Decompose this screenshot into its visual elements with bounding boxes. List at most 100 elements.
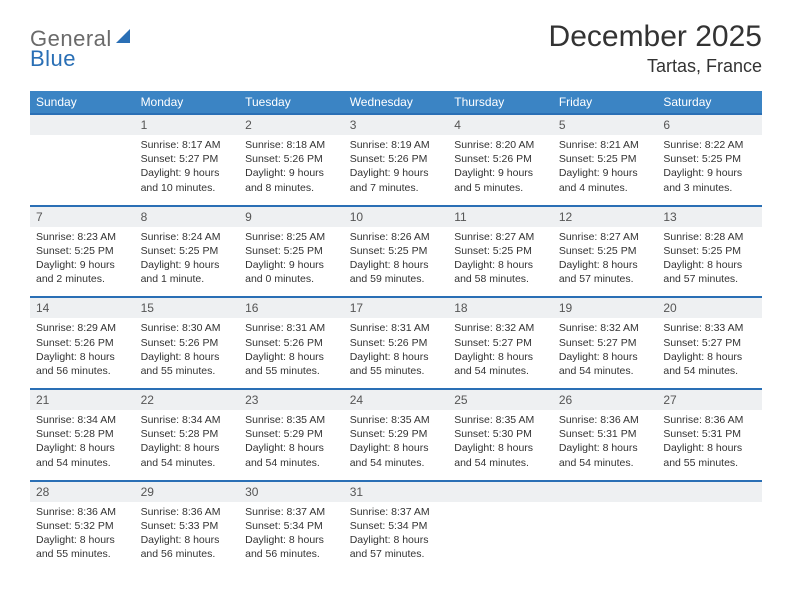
sunrise-line: Sunrise: 8:24 AM xyxy=(141,230,234,244)
day-number: 4 xyxy=(448,114,553,135)
daylight-line: Daylight: 8 hours xyxy=(141,350,234,364)
day-content: Sunrise: 8:18 AMSunset: 5:26 PMDaylight:… xyxy=(239,135,344,205)
day-content: Sunrise: 8:31 AMSunset: 5:26 PMDaylight:… xyxy=(344,318,449,388)
calendar-cell: 22Sunrise: 8:34 AMSunset: 5:28 PMDayligh… xyxy=(135,389,240,481)
sunset-line: Sunset: 5:27 PM xyxy=(663,336,756,350)
sunrise-line: Sunrise: 8:18 AM xyxy=(245,138,338,152)
day-number: 27 xyxy=(657,389,762,410)
day-number: 8 xyxy=(135,206,240,227)
sunset-line: Sunset: 5:25 PM xyxy=(559,152,652,166)
sunrise-line: Sunrise: 8:35 AM xyxy=(350,413,443,427)
day-content: Sunrise: 8:37 AMSunset: 5:34 PMDaylight:… xyxy=(344,502,449,572)
logo-line2: Blue xyxy=(30,46,76,72)
daylight-line: Daylight: 9 hours xyxy=(663,166,756,180)
sunset-line: Sunset: 5:26 PM xyxy=(245,152,338,166)
logo-sail-icon xyxy=(114,27,134,52)
sunrise-line: Sunrise: 8:32 AM xyxy=(454,321,547,335)
calendar-cell: 6Sunrise: 8:22 AMSunset: 5:25 PMDaylight… xyxy=(657,114,762,206)
daylight-line: and 54 minutes. xyxy=(559,456,652,470)
day-number: 5 xyxy=(553,114,658,135)
sunset-line: Sunset: 5:25 PM xyxy=(245,244,338,258)
daylight-line: and 55 minutes. xyxy=(350,364,443,378)
daylight-line: and 0 minutes. xyxy=(245,272,338,286)
daylight-line: and 55 minutes. xyxy=(36,547,129,561)
sunset-line: Sunset: 5:30 PM xyxy=(454,427,547,441)
daylight-line: Daylight: 9 hours xyxy=(36,258,129,272)
day-content: Sunrise: 8:22 AMSunset: 5:25 PMDaylight:… xyxy=(657,135,762,205)
daylight-line: and 54 minutes. xyxy=(454,364,547,378)
day-number: 1 xyxy=(135,114,240,135)
day-number: 26 xyxy=(553,389,658,410)
daylight-line: Daylight: 8 hours xyxy=(454,350,547,364)
calendar-cell: 19Sunrise: 8:32 AMSunset: 5:27 PMDayligh… xyxy=(553,297,658,389)
daylight-line: and 57 minutes. xyxy=(350,547,443,561)
daylight-line: Daylight: 8 hours xyxy=(141,533,234,547)
day-number: 21 xyxy=(30,389,135,410)
sunset-line: Sunset: 5:29 PM xyxy=(245,427,338,441)
title-block: December 2025 Tartas, France xyxy=(549,20,762,77)
daylight-line: Daylight: 8 hours xyxy=(663,258,756,272)
daylight-line: Daylight: 9 hours xyxy=(559,166,652,180)
daylight-line: and 58 minutes. xyxy=(454,272,547,286)
header: General December 2025 Tartas, France xyxy=(30,20,762,77)
daylight-line: and 54 minutes. xyxy=(559,364,652,378)
logo-text-blue: Blue xyxy=(30,46,76,71)
day-number: 7 xyxy=(30,206,135,227)
daylight-line: and 5 minutes. xyxy=(454,181,547,195)
sunrise-line: Sunrise: 8:31 AM xyxy=(350,321,443,335)
daylight-line: Daylight: 9 hours xyxy=(245,258,338,272)
day-number: 16 xyxy=(239,297,344,318)
calendar-cell: 30Sunrise: 8:37 AMSunset: 5:34 PMDayligh… xyxy=(239,480,344,571)
month-title: December 2025 xyxy=(549,20,762,54)
sunrise-line: Sunrise: 8:30 AM xyxy=(141,321,234,335)
calendar-cell: 28Sunrise: 8:36 AMSunset: 5:32 PMDayligh… xyxy=(30,480,135,571)
calendar-cell: 21Sunrise: 8:34 AMSunset: 5:28 PMDayligh… xyxy=(30,389,135,481)
sunset-line: Sunset: 5:34 PM xyxy=(245,519,338,533)
calendar-row: 14Sunrise: 8:29 AMSunset: 5:26 PMDayligh… xyxy=(30,297,762,389)
day-content: Sunrise: 8:27 AMSunset: 5:25 PMDaylight:… xyxy=(448,227,553,297)
calendar-row: 21Sunrise: 8:34 AMSunset: 5:28 PMDayligh… xyxy=(30,389,762,481)
sunset-line: Sunset: 5:26 PM xyxy=(454,152,547,166)
daylight-line: and 56 minutes. xyxy=(141,547,234,561)
sunrise-line: Sunrise: 8:36 AM xyxy=(559,413,652,427)
sunrise-line: Sunrise: 8:37 AM xyxy=(245,505,338,519)
calendar-cell: 18Sunrise: 8:32 AMSunset: 5:27 PMDayligh… xyxy=(448,297,553,389)
sunrise-line: Sunrise: 8:21 AM xyxy=(559,138,652,152)
day-content: Sunrise: 8:36 AMSunset: 5:33 PMDaylight:… xyxy=(135,502,240,572)
sunset-line: Sunset: 5:25 PM xyxy=(663,152,756,166)
daylight-line: Daylight: 8 hours xyxy=(141,441,234,455)
daylight-line: Daylight: 8 hours xyxy=(350,350,443,364)
calendar-cell: 27Sunrise: 8:36 AMSunset: 5:31 PMDayligh… xyxy=(657,389,762,481)
day-number-empty xyxy=(448,481,553,502)
sunrise-line: Sunrise: 8:29 AM xyxy=(36,321,129,335)
day-content: Sunrise: 8:28 AMSunset: 5:25 PMDaylight:… xyxy=(657,227,762,297)
calendar-cell xyxy=(657,480,762,571)
day-number: 17 xyxy=(344,297,449,318)
sunset-line: Sunset: 5:26 PM xyxy=(141,336,234,350)
sunrise-line: Sunrise: 8:27 AM xyxy=(454,230,547,244)
daylight-line: and 54 minutes. xyxy=(663,364,756,378)
daylight-line: Daylight: 8 hours xyxy=(245,350,338,364)
sunset-line: Sunset: 5:25 PM xyxy=(141,244,234,258)
sunrise-line: Sunrise: 8:36 AM xyxy=(141,505,234,519)
day-content: Sunrise: 8:35 AMSunset: 5:30 PMDaylight:… xyxy=(448,410,553,480)
day-content: Sunrise: 8:36 AMSunset: 5:31 PMDaylight:… xyxy=(657,410,762,480)
day-content-empty xyxy=(448,502,553,562)
sunrise-line: Sunrise: 8:27 AM xyxy=(559,230,652,244)
daylight-line: Daylight: 9 hours xyxy=(141,166,234,180)
daylight-line: and 8 minutes. xyxy=(245,181,338,195)
daylight-line: Daylight: 8 hours xyxy=(663,441,756,455)
daylight-line: Daylight: 9 hours xyxy=(245,166,338,180)
day-content: Sunrise: 8:20 AMSunset: 5:26 PMDaylight:… xyxy=(448,135,553,205)
day-content-empty xyxy=(30,135,135,195)
calendar-cell: 16Sunrise: 8:31 AMSunset: 5:26 PMDayligh… xyxy=(239,297,344,389)
sunrise-line: Sunrise: 8:31 AM xyxy=(245,321,338,335)
day-number: 11 xyxy=(448,206,553,227)
day-number: 9 xyxy=(239,206,344,227)
calendar-row: 28Sunrise: 8:36 AMSunset: 5:32 PMDayligh… xyxy=(30,480,762,571)
day-content: Sunrise: 8:37 AMSunset: 5:34 PMDaylight:… xyxy=(239,502,344,572)
day-number: 25 xyxy=(448,389,553,410)
daylight-line: and 4 minutes. xyxy=(559,181,652,195)
calendar-cell: 14Sunrise: 8:29 AMSunset: 5:26 PMDayligh… xyxy=(30,297,135,389)
daylight-line: and 54 minutes. xyxy=(350,456,443,470)
